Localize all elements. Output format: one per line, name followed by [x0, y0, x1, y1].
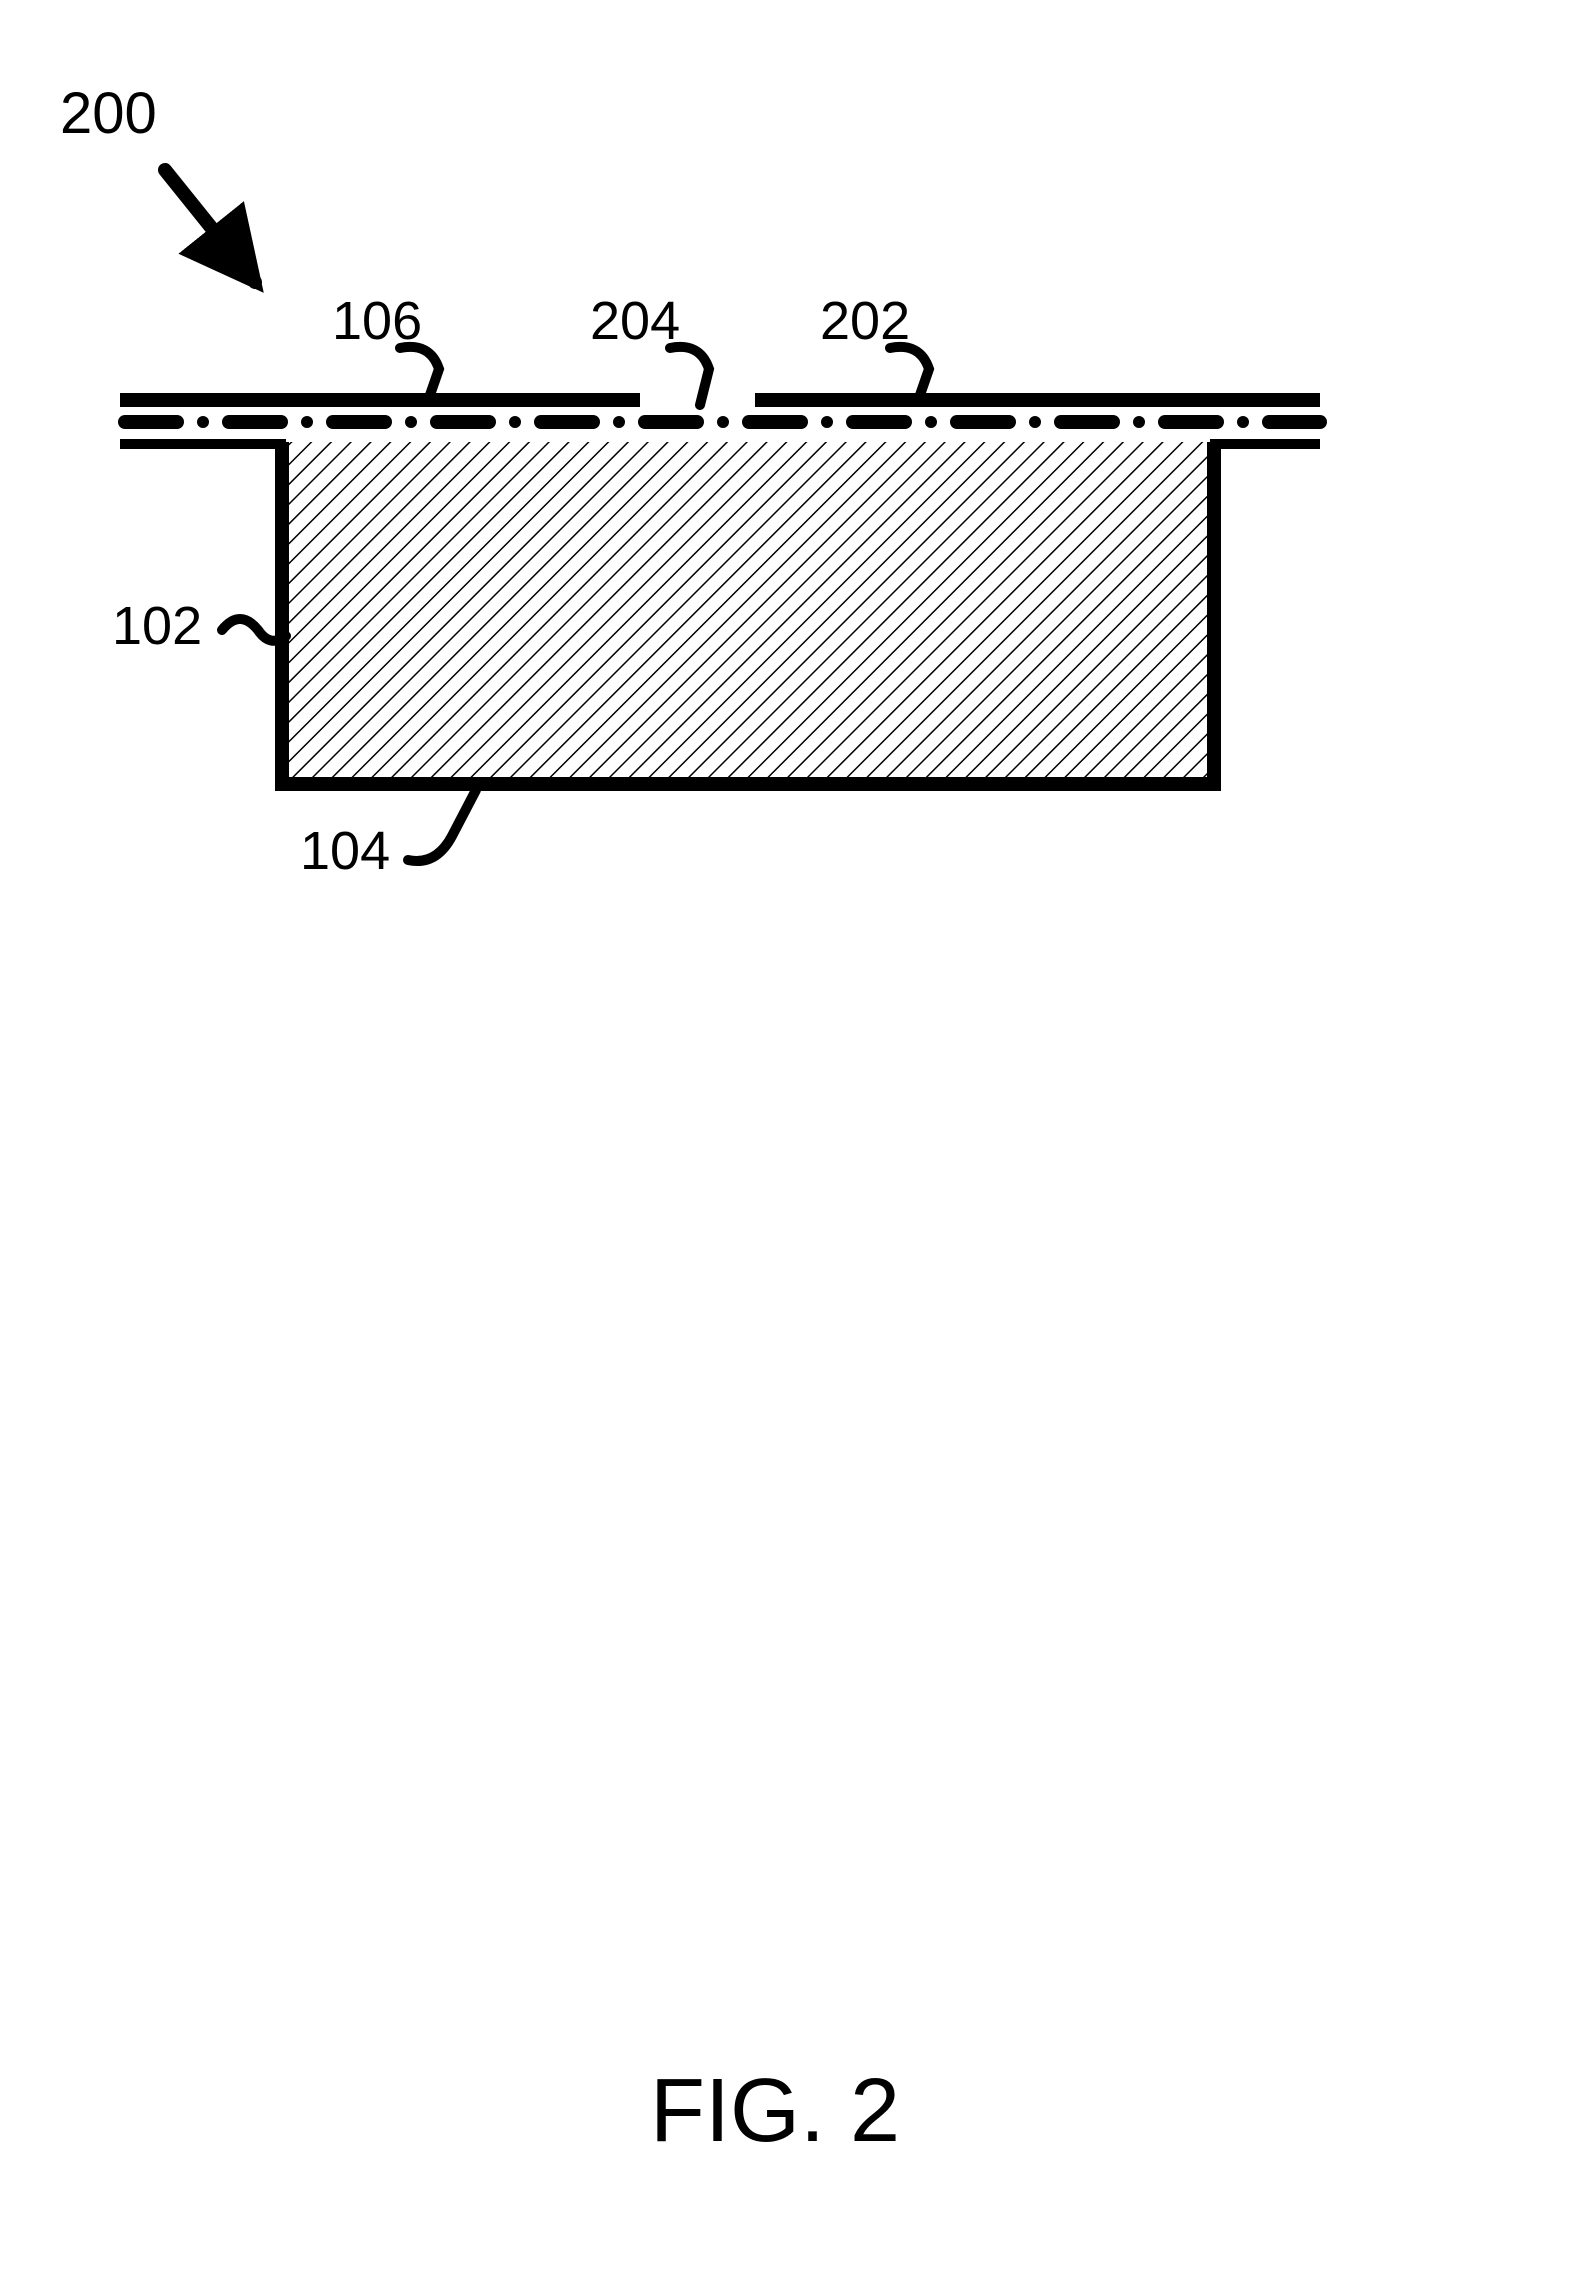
figure-drawing [0, 0, 1584, 2274]
page: 200 106 204 202 102 104 FIG. 2 [0, 0, 1584, 2274]
